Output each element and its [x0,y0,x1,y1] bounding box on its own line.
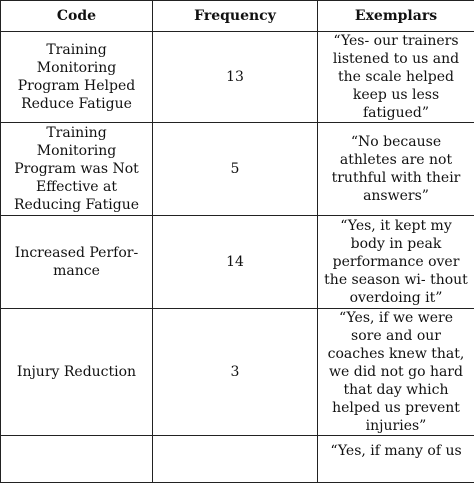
header-row: Code Frequency Exemplars [1,1,474,32]
table-header: Code Frequency Exemplars [1,1,474,32]
header-exemplars: Exemplars [318,1,474,32]
exemplar-cell: “Yes, if many of us [318,436,474,483]
exemplar-cell: “Yes, it kept my body in peak performanc… [318,216,474,309]
frequency-cell: 13 [153,32,318,123]
exemplar-cell: “Yes- our trainers listened to us and th… [318,32,474,123]
frequency-cell: 3 [153,309,318,436]
code-cell: Injury Reduction [1,309,153,436]
table-row: Training Monitoring Program Helped Reduc… [1,32,474,123]
table-row: Injury Reduction 3 “Yes, if we were sore… [1,309,474,436]
exemplar-cell: “No because athletes are not truthful wi… [318,123,474,216]
header-frequency: Frequency [153,1,318,32]
exemplar-cell: “Yes, if we were sore and our coaches kn… [318,309,474,436]
results-table-container: Code Frequency Exemplars Training Monito… [0,0,474,430]
code-cell: Training Monitoring Program Helped Reduc… [1,32,153,123]
code-cell: Increased Perfor- mance [1,216,153,309]
table-row: Training Monitoring Program was Not Effe… [1,123,474,216]
table-body: Training Monitoring Program Helped Reduc… [1,32,474,483]
frequency-cell [153,436,318,483]
header-code: Code [1,1,153,32]
code-cell: Training Monitoring Program was Not Effe… [1,123,153,216]
code-cell [1,436,153,483]
frequency-cell: 14 [153,216,318,309]
frequency-cell: 5 [153,123,318,216]
table-row: Increased Perfor- mance 14 “Yes, it kept… [1,216,474,309]
table-row-partial: “Yes, if many of us [1,436,474,483]
